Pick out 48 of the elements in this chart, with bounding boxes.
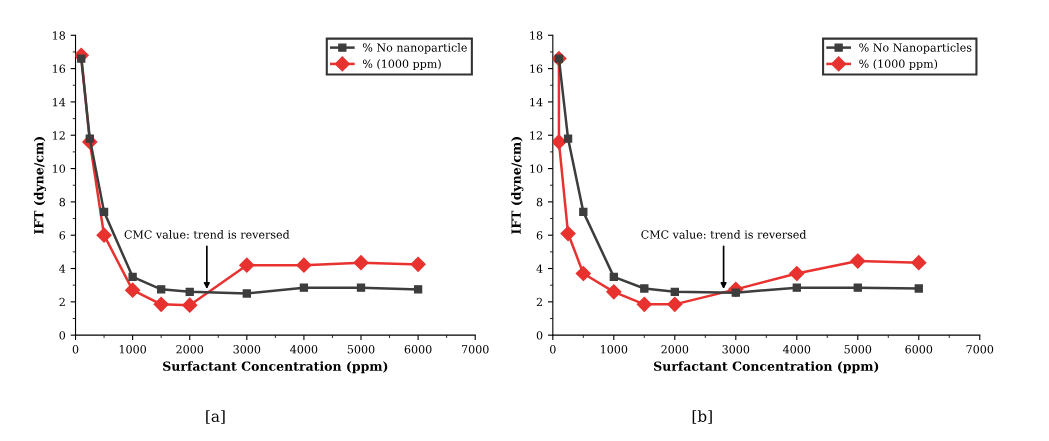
y-tick-label: 14	[530, 97, 543, 107]
x-tick-label: 5000	[844, 345, 872, 354]
annotation: CMC value: trend is reversed	[124, 230, 290, 239]
x-tick-label: 3000	[233, 345, 261, 354]
legend-label: % No Nanoparticles	[859, 43, 972, 54]
x-tick-label: 6000	[404, 345, 432, 354]
x-tick-label: 1000	[119, 345, 147, 354]
x-axis-title: Surfactant Concentration (ppm)	[163, 361, 388, 374]
y-tick-label: 14	[53, 97, 66, 107]
x-tick-label: 6000	[905, 345, 933, 354]
y-tick-label: 10	[530, 164, 543, 173]
y-tick-label: 2	[536, 297, 543, 307]
legend-label: % (1000 ppm)	[362, 59, 441, 71]
x-tick-label: 0	[72, 345, 79, 354]
y-tick-label: 8	[536, 197, 543, 207]
y-tick-label: 10	[53, 164, 66, 173]
x-tick-label: 1000	[601, 345, 628, 354]
legend-label: % No nanoparticle	[362, 43, 467, 54]
y-tick-label: 16	[530, 64, 543, 73]
x-tick-label: 2000	[661, 345, 689, 354]
x-tick-label: 2000	[176, 345, 204, 354]
x-tick-label: 7000	[461, 345, 489, 354]
x-tick-label: 7000	[966, 345, 994, 354]
y-tick-label: 18	[53, 31, 66, 40]
x-tick-label: 3000	[722, 345, 750, 354]
x-tick-label: 5000	[347, 345, 375, 354]
y-axis-title: IFT (dyne/cm)	[33, 137, 47, 234]
y-tick-label: 4	[59, 264, 66, 273]
y-tick-label: 16	[53, 64, 66, 73]
y-tick-label: 4	[536, 264, 543, 273]
y-axis-title: IFT (dyne/cm)	[511, 137, 524, 234]
annotation: CMC value: trend is reversed	[641, 230, 807, 239]
text: [b]	[692, 410, 712, 424]
y-tick-label: 12	[530, 131, 543, 140]
x-tick-label: 4000	[290, 345, 318, 354]
y-tick-label: 6	[59, 231, 66, 240]
legend-label: % (1000 ppm)	[859, 59, 938, 71]
x-tick-label: 0	[550, 345, 556, 354]
y-tick-label: 0	[536, 331, 543, 340]
y-tick-label: 6	[536, 231, 543, 240]
y-tick-label: 18	[530, 31, 543, 40]
text: [a]	[206, 410, 225, 424]
x-tick-label: 4000	[782, 345, 811, 354]
x-axis-title: Surfactant Concentration (ppm)	[654, 361, 879, 374]
y-tick-label: 8	[59, 197, 66, 207]
y-tick-label: 12	[53, 131, 65, 140]
y-tick-label: 0	[59, 331, 66, 340]
y-tick-label: 2	[59, 297, 65, 307]
